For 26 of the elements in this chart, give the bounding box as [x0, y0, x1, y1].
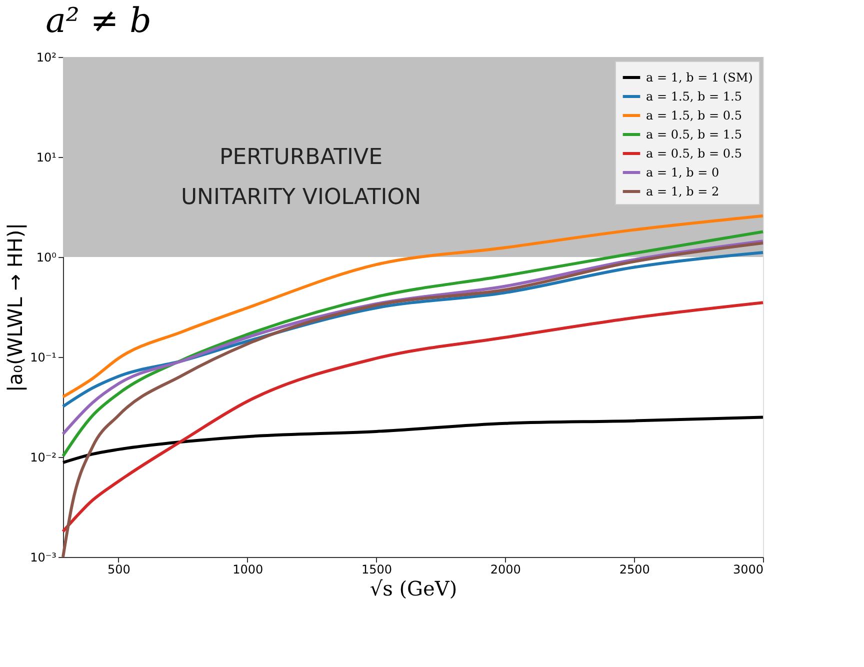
legend-label: a = 1, b = 2 [646, 184, 720, 198]
y-tick-label: 10⁻¹ [30, 350, 57, 364]
y-tick-label: 10¹ [36, 150, 57, 164]
y-axis-title: |a₀(WLWL → HH)| [3, 223, 28, 392]
line-series [62, 214, 764, 398]
legend-label: a = 1, b = 1 (SM) [646, 70, 753, 84]
legend-label: a = 0.5, b = 0.5 [646, 146, 742, 160]
x-tick-label: 1500 [361, 562, 392, 576]
legend-label: a = 1.5, b = 1.5 [646, 90, 742, 104]
y-tick-label: 10⁻³ [30, 550, 57, 564]
band-label: PERTURBATIVE UNITARITY VIOLATION [180, 145, 422, 210]
y-tick-label: 10⁻² [30, 450, 57, 464]
line-series [62, 301, 764, 533]
y-tick-label: 10² [36, 50, 57, 64]
x-tick-label: 2000 [490, 562, 521, 576]
legend-label: a = 0.5, b = 1.5 [646, 128, 742, 142]
x-tick-label: 1000 [232, 562, 264, 576]
legend-label: a = 1.5, b = 0.5 [646, 108, 742, 122]
y-tick-label: 10⁰ [36, 250, 57, 264]
x-axis-title: √s (GeV) [370, 576, 458, 600]
legend-label: a = 1, b = 0 [646, 166, 720, 180]
chart-title: a² ≠ b [46, 1, 152, 41]
x-tick-label: 500 [107, 562, 130, 576]
x-tick-label: 3000 [732, 562, 764, 576]
x-tick-label: 2500 [619, 562, 650, 576]
line-series [62, 416, 764, 464]
